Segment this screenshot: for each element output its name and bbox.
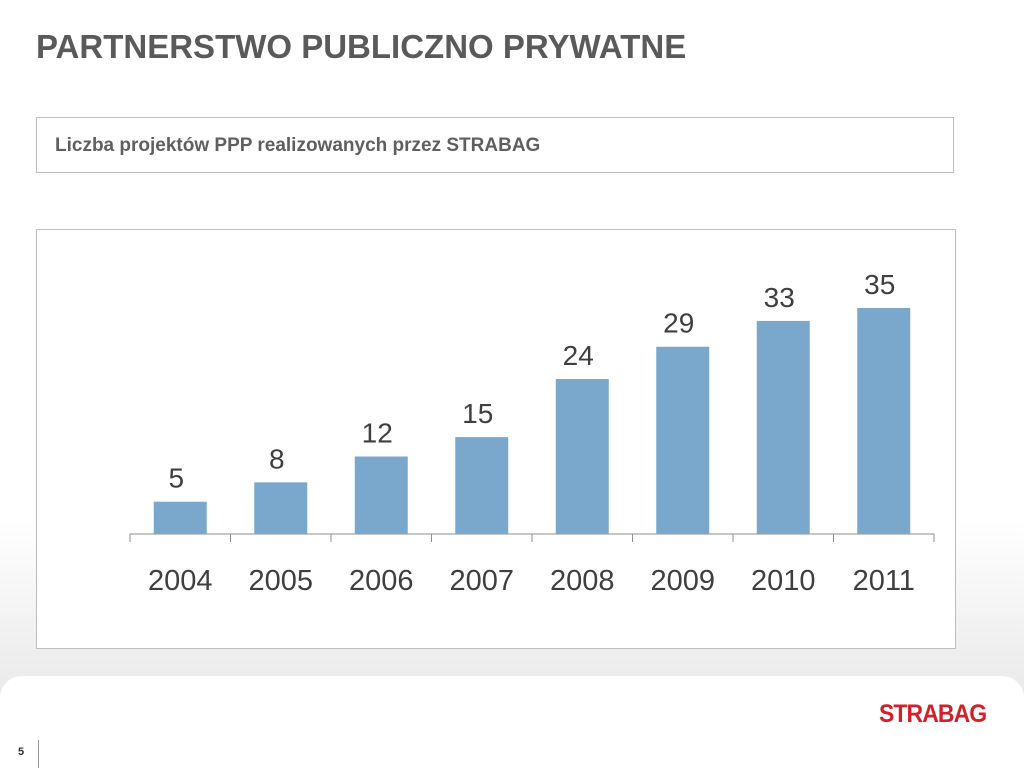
x-tick-label-2008: 2008 — [550, 565, 615, 597]
bar-2005 — [254, 482, 308, 534]
page-divider — [38, 740, 39, 768]
bar-2009 — [656, 346, 710, 534]
bar-2010 — [756, 320, 810, 534]
bar-2006 — [354, 456, 408, 534]
x-tick-label-2009: 2009 — [650, 565, 715, 597]
data-label-2005: 8 — [269, 443, 285, 474]
x-tick-label-2010: 2010 — [751, 565, 816, 597]
x-tick-label-2011: 2011 — [853, 565, 915, 597]
bar-2011 — [857, 308, 911, 534]
x-tick-label-2007: 2007 — [449, 565, 514, 597]
data-label-2010: 33 — [764, 282, 795, 313]
data-label-2004: 5 — [168, 463, 184, 494]
bar-2007 — [455, 437, 509, 534]
x-tick-label-2006: 2006 — [349, 565, 414, 597]
subtitle-box: Liczba projektów PPP realizowanych przez… — [36, 117, 954, 173]
x-tick-label-2004: 2004 — [148, 565, 213, 597]
bar-2008 — [555, 379, 609, 534]
bar-2004 — [153, 501, 207, 534]
x-tick-label-2005: 2005 — [248, 565, 313, 597]
chart-subtitle: Liczba projektów PPP realizowanych przez… — [55, 135, 541, 156]
data-label-2009: 29 — [663, 308, 694, 339]
strabag-logo: STRABAG — [879, 700, 987, 728]
footer — [0, 676, 1024, 768]
page-number: 5 — [18, 746, 25, 758]
data-label-2006: 12 — [362, 418, 393, 449]
slide-title: PARTNERSTWO PUBLICZNO PRYWATNE — [36, 28, 687, 65]
data-label-2007: 15 — [462, 398, 493, 429]
data-label-2011: 35 — [864, 269, 895, 300]
chart-panel: 5 2004 8 2005 12 2006 15 2007 24 2008 29 2009 33 2010… — [36, 229, 956, 649]
data-label-2008: 24 — [563, 340, 594, 371]
bar-chart: 5 2004 8 2005 12 2006 15 2007 24 2008 29 2009 33 2010… — [129, 269, 935, 597]
